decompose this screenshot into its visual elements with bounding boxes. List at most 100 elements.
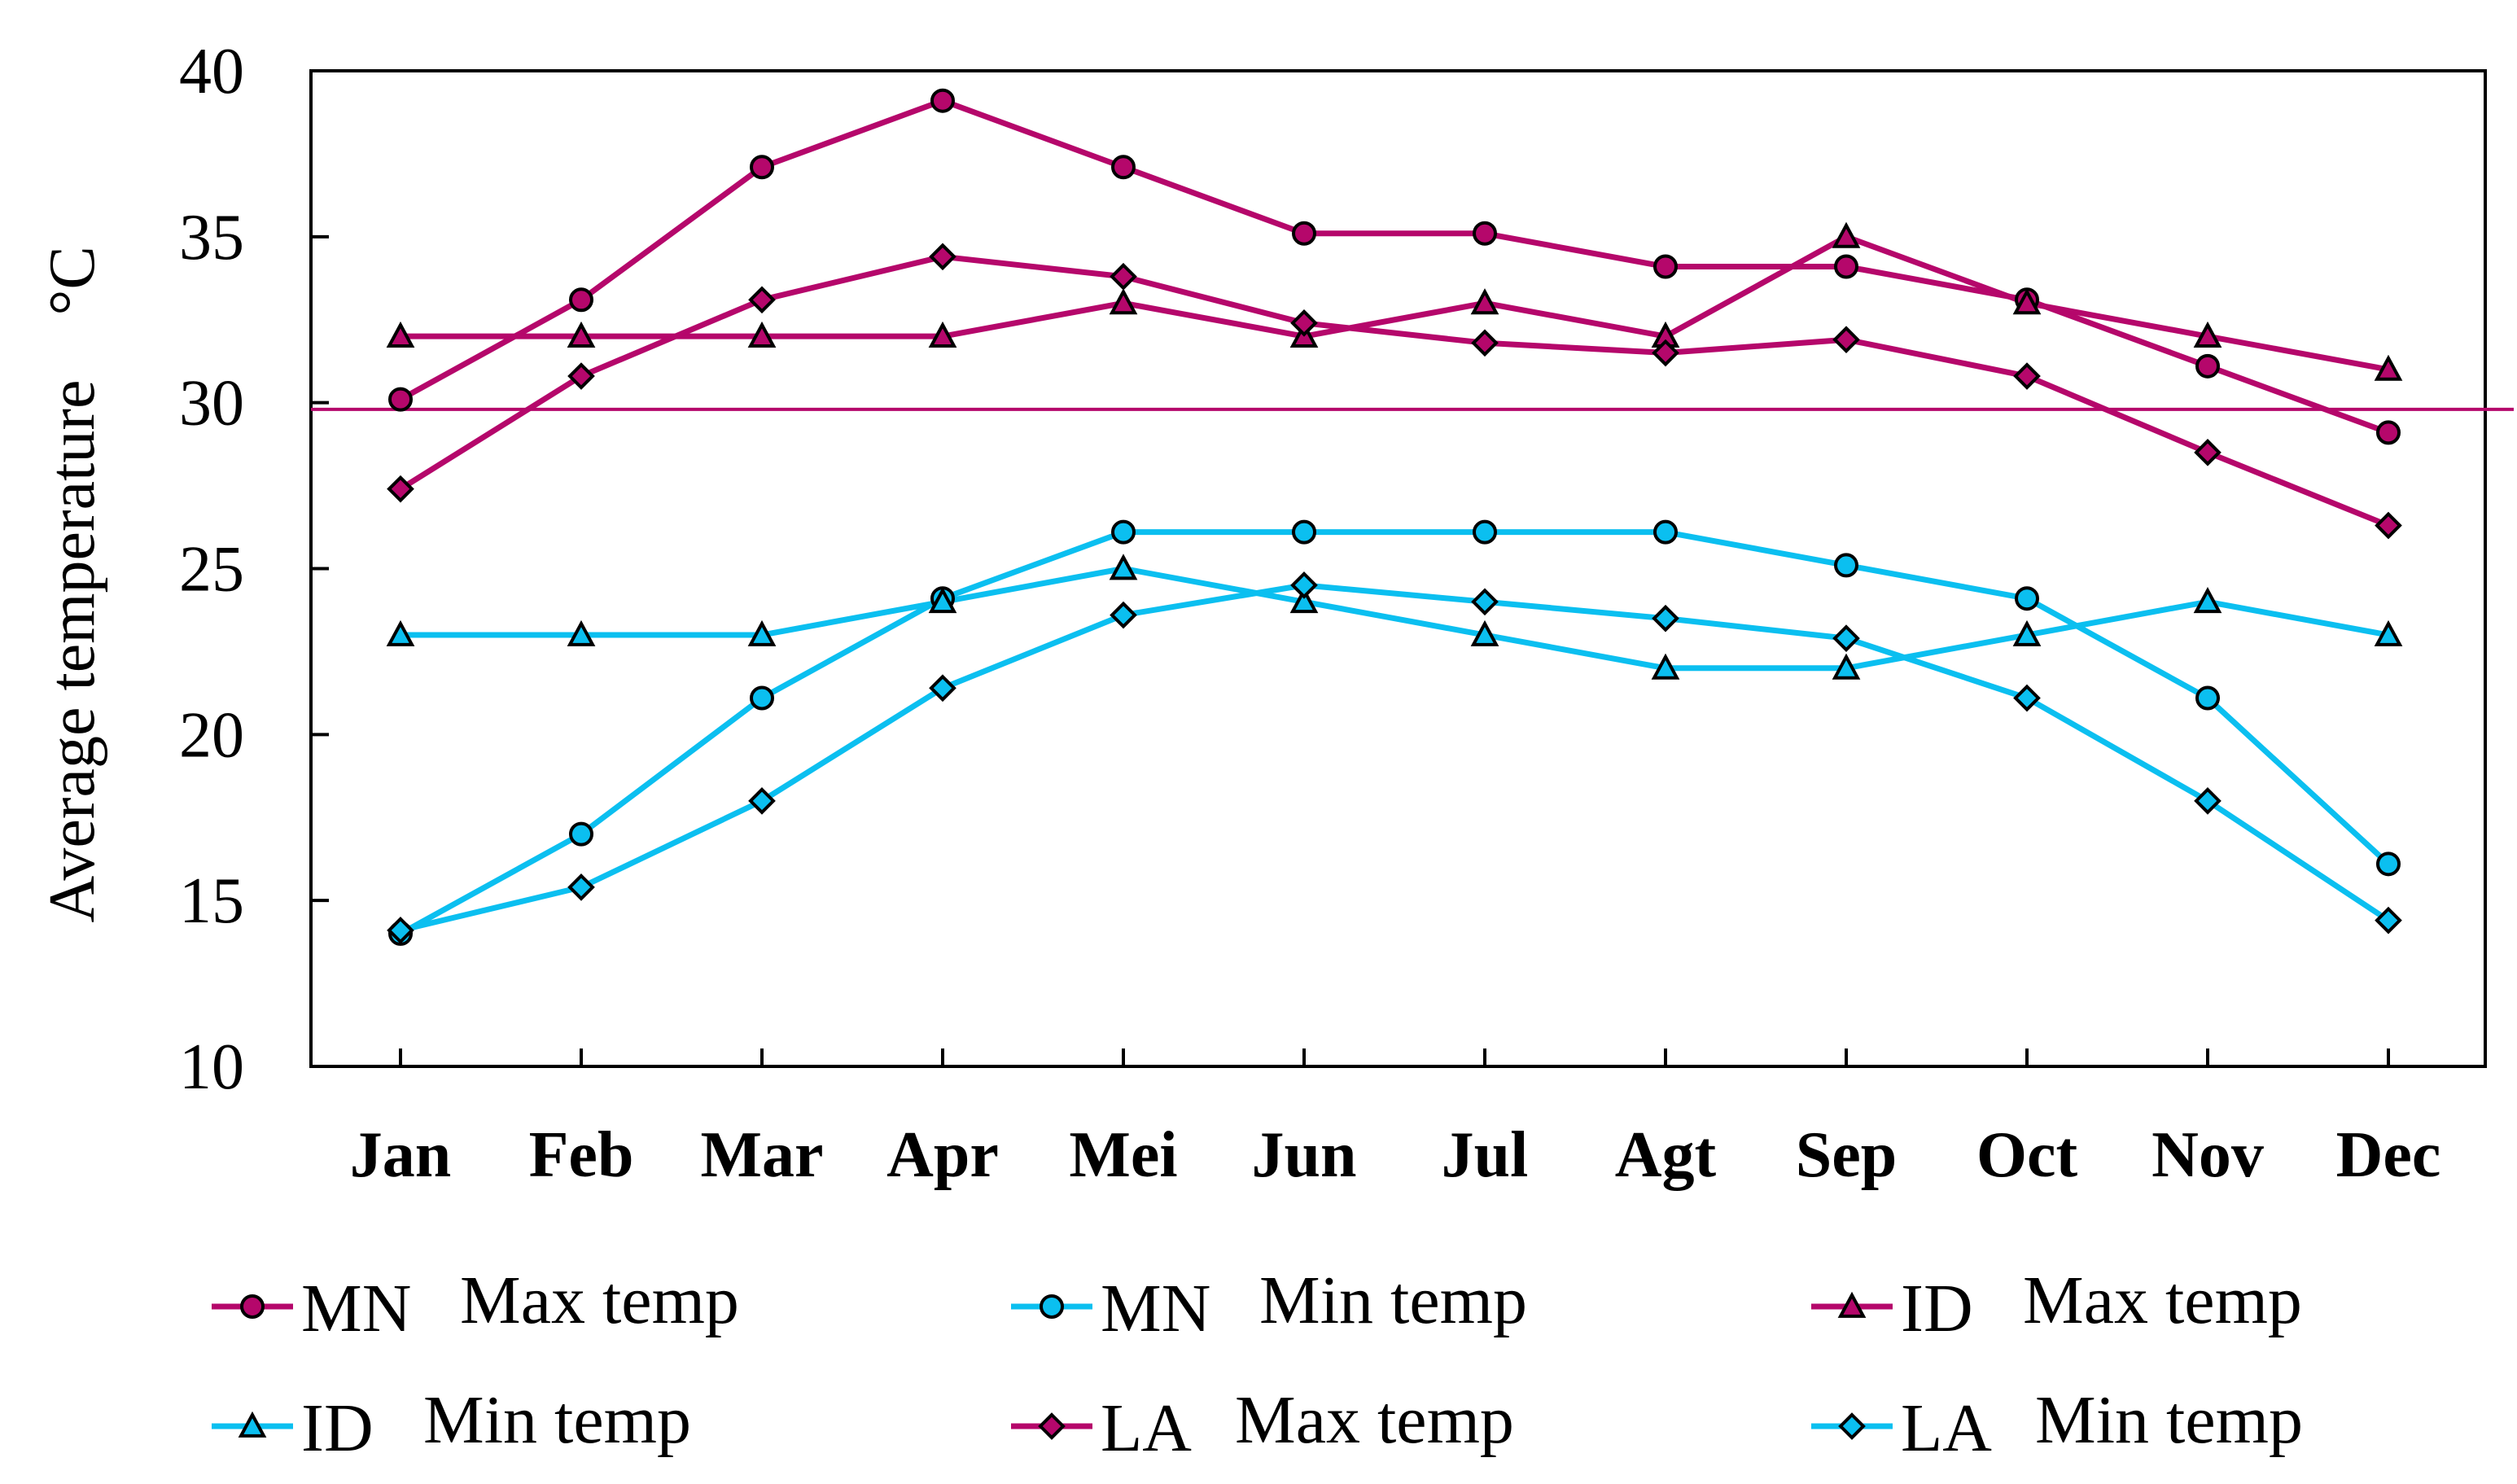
data-point-la-max-temp (1110, 262, 1137, 291)
legend-marker (1838, 1412, 1866, 1440)
data-point-id-min-temp (567, 619, 596, 646)
data-point-mn-min-temp (1473, 519, 1497, 545)
legend-label: Max temp (2023, 1263, 2302, 1338)
legend-marker (1040, 1294, 1064, 1319)
data-point-la-min-temp (1471, 588, 1499, 616)
data-point-id-min-temp (928, 587, 957, 614)
y-axis-title: Average temperature (37, 380, 108, 923)
series-line-la-max-temp (399, 253, 2390, 528)
data-point-la-max-temp (1471, 329, 1499, 357)
data-point-la-min-temp (387, 917, 414, 944)
data-point-id-max-temp (2012, 288, 2042, 315)
data-point-id-min-temp (747, 619, 777, 646)
data-point-la-max-temp (929, 243, 956, 271)
data-point-mn-min-temp (1653, 519, 1678, 545)
data-point-la-max-temp (567, 362, 595, 390)
y-tick-label: 35 (179, 202, 244, 274)
data-point-mn-max-temp (388, 387, 413, 412)
data-point-mn-min-temp (1292, 519, 1316, 545)
data-point-id-max-temp (1832, 221, 1861, 248)
legend-region: MN (1101, 1271, 1210, 1346)
data-point-mn-min-temp (2015, 586, 2039, 611)
data-point-la-max-temp (1652, 339, 1679, 367)
data-point-la-max-temp (2194, 438, 2222, 466)
data-point-id-max-temp (386, 321, 415, 348)
data-point-la-min-temp (2013, 684, 2041, 712)
data-point-mn-max-temp (930, 88, 955, 113)
legend-region: MN (301, 1271, 411, 1346)
x-tick-label: Sep (1796, 1119, 1898, 1191)
x-tick-label: Apr (886, 1119, 999, 1191)
data-point-id-max-temp (1109, 288, 1138, 315)
data-point-mn-max-temp (2376, 420, 2401, 445)
series-line-id-min-temp (401, 566, 2389, 672)
data-point-id-max-temp (1470, 288, 1499, 315)
data-point-mn-min-temp (750, 685, 774, 711)
data-point-la-max-temp (2013, 362, 2041, 390)
data-point-mn-min-temp (1111, 519, 1136, 545)
data-point-mn-min-temp (2376, 851, 2401, 877)
data-point-id-max-temp (567, 321, 596, 348)
data-point-mn-max-temp (1111, 155, 1136, 180)
data-point-mn-min-temp (1834, 553, 1858, 578)
legend-marker (1837, 1291, 1867, 1318)
y-tick-label: 10 (179, 1031, 244, 1103)
data-point-id-min-temp (1289, 587, 1319, 614)
data-point-la-min-temp (2375, 906, 2402, 935)
data-point-la-min-temp (748, 787, 776, 815)
legend-label: Min temp (1259, 1263, 1527, 1338)
x-tick-label: Jun (1252, 1119, 1357, 1191)
legend-marker (1038, 1412, 1066, 1440)
legend-label: Max temp (460, 1263, 739, 1338)
x-tick-label: Nov (2151, 1119, 2264, 1191)
y-tick-label: 25 (179, 534, 244, 606)
data-point-id-max-temp (928, 321, 957, 348)
series-line-id-max-temp (401, 234, 2389, 373)
legend-item: ID Max temp (1811, 1263, 2302, 1346)
data-point-la-min-temp (1832, 624, 1860, 652)
x-tick-label: Mar (700, 1119, 823, 1191)
data-point-la-min-temp (929, 674, 956, 703)
data-point-id-max-temp (2374, 354, 2403, 381)
y-tick-label: 30 (179, 368, 244, 440)
y-axis-title-group: Average temperature °C (37, 246, 108, 922)
series-line-mn-min-temp (399, 529, 2391, 936)
data-point-mn-max-temp (569, 287, 593, 313)
legend-item: MN Max temp (212, 1263, 739, 1346)
data-point-mn-max-temp (1653, 254, 1678, 279)
data-point-mn-max-temp (750, 155, 774, 180)
data-point-id-min-temp (2374, 619, 2403, 646)
data-point-mn-max-temp (1473, 221, 1497, 246)
data-point-la-min-temp (1110, 601, 1137, 629)
data-point-la-max-temp (1832, 326, 1860, 354)
x-tick-label: Mei (1069, 1119, 1177, 1191)
data-point-mn-max-temp (1292, 221, 1316, 246)
x-tick-label: Agt (1615, 1119, 1717, 1191)
data-point-id-min-temp (1109, 554, 1138, 580)
data-point-la-max-temp (2375, 511, 2402, 540)
data-point-la-min-temp (567, 873, 595, 901)
data-point-id-min-temp (1470, 619, 1499, 646)
y-tick-label: 20 (179, 699, 244, 771)
plot-frame (309, 69, 2487, 1068)
data-point-id-max-temp (747, 321, 777, 348)
series-line-la-min-temp (400, 582, 2390, 934)
data-point-mn-min-temp (569, 821, 593, 847)
legend-region: LA (1101, 1390, 1192, 1466)
legend-label: Max temp (1235, 1382, 1514, 1458)
legend-item: MN Min temp (1011, 1263, 1527, 1346)
data-point-la-min-temp (1652, 604, 1679, 633)
legend-region: LA (1901, 1390, 1992, 1466)
legend-marker (238, 1411, 267, 1438)
legend-region: ID (301, 1390, 374, 1466)
data-point-id-min-temp (2193, 587, 2222, 614)
data-point-mn-max-temp (1834, 254, 1858, 279)
legend-item: LA Max temp (1011, 1382, 1514, 1466)
data-point-la-max-temp (1290, 309, 1318, 337)
data-point-id-min-temp (2012, 619, 2042, 646)
legend-label: Min temp (2035, 1382, 2303, 1458)
legend-region: ID (1901, 1271, 1973, 1346)
legend-item: ID Min temp (212, 1382, 691, 1466)
